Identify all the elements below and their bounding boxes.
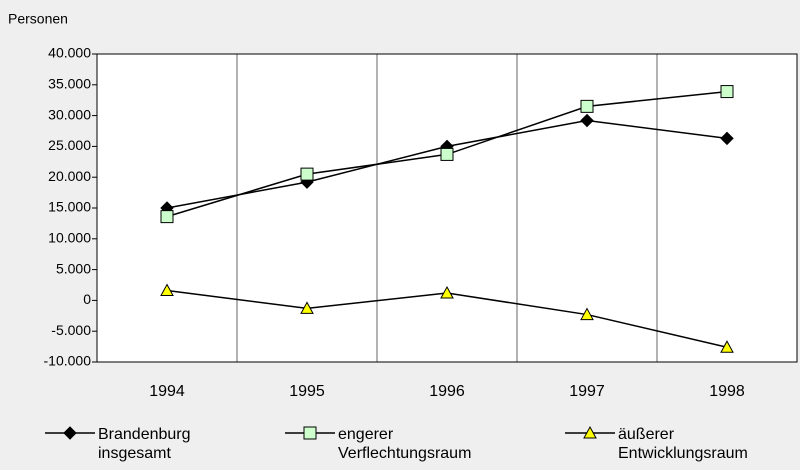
y-tick-label: 25.000	[48, 137, 91, 153]
marker	[300, 301, 314, 314]
legend-label: Brandenburg insgesamt	[98, 426, 191, 462]
x-tick-label: 1997	[569, 383, 605, 400]
marker	[583, 425, 597, 439]
marker	[300, 167, 314, 181]
y-tick-label: 30.000	[48, 106, 91, 122]
marker	[440, 147, 454, 161]
marker	[303, 426, 317, 440]
plot-area	[96, 53, 798, 363]
y-tick-label: 20.000	[48, 168, 91, 184]
legend-label: engerer Verflechtungsraum	[338, 426, 472, 462]
legend-label: äußerer Entwicklungsraum	[618, 426, 748, 462]
y-axis-title: Personen	[8, 11, 68, 27]
y-tick-label: 5.000	[56, 260, 91, 276]
marker	[63, 426, 77, 440]
marker	[160, 283, 174, 297]
x-tick-label: 1996	[429, 383, 465, 400]
marker	[720, 340, 734, 353]
x-tick-label: 1998	[709, 383, 745, 400]
y-tick-label: 10.000	[48, 230, 91, 246]
y-tick-label: 0	[83, 291, 91, 307]
marker	[580, 113, 594, 128]
marker	[580, 99, 594, 113]
x-tick-label: 1995	[289, 383, 325, 400]
y-tick-label: -5.000	[51, 322, 91, 338]
marker	[720, 85, 734, 99]
y-tick-label: 40.000	[48, 45, 91, 61]
y-tick-label: 15.000	[48, 199, 91, 215]
y-tick-label: -10.000	[44, 353, 92, 369]
marker	[160, 210, 174, 224]
marker	[440, 285, 454, 299]
y-tick-label: 35.000	[48, 76, 91, 92]
marker	[580, 307, 594, 321]
x-tick-label: 1994	[149, 383, 185, 400]
marker	[720, 131, 734, 146]
